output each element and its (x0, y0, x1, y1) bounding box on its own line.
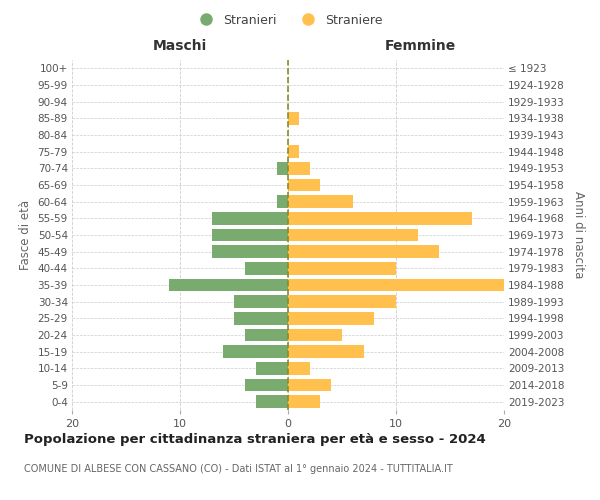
Text: Femmine: Femmine (385, 38, 455, 52)
Bar (288, 362, 310, 374)
Text: COMUNE DI ALBESE CON CASSANO (CO) - Dati ISTAT al 1° gennaio 2024 - TUTTITALIA.I: COMUNE DI ALBESE CON CASSANO (CO) - Dati… (24, 464, 453, 474)
Text: Maschi: Maschi (153, 38, 207, 52)
Bar (245, 262, 288, 274)
Bar (288, 379, 331, 391)
Bar (288, 196, 353, 208)
Y-axis label: Fasce di età: Fasce di età (19, 200, 32, 270)
Bar (169, 279, 288, 291)
Bar (277, 196, 288, 208)
Bar (234, 312, 288, 324)
Bar (212, 229, 288, 241)
Bar (245, 379, 288, 391)
Bar (256, 362, 288, 374)
Bar (234, 296, 288, 308)
Bar (288, 296, 396, 308)
Bar (288, 396, 320, 408)
Bar (288, 146, 299, 158)
Bar (288, 162, 310, 174)
Bar (223, 346, 288, 358)
Bar (245, 329, 288, 341)
Bar (288, 246, 439, 258)
Bar (288, 346, 364, 358)
Bar (288, 262, 396, 274)
Legend: Stranieri, Straniere: Stranieri, Straniere (188, 8, 388, 32)
Bar (256, 396, 288, 408)
Bar (288, 329, 342, 341)
Bar (212, 212, 288, 224)
Bar (288, 179, 320, 192)
Bar (288, 229, 418, 241)
Bar (288, 279, 504, 291)
Bar (277, 162, 288, 174)
Text: Popolazione per cittadinanza straniera per età e sesso - 2024: Popolazione per cittadinanza straniera p… (24, 432, 486, 446)
Bar (288, 112, 299, 124)
Bar (288, 212, 472, 224)
Bar (288, 312, 374, 324)
Y-axis label: Anni di nascita: Anni di nascita (572, 192, 585, 278)
Bar (212, 246, 288, 258)
